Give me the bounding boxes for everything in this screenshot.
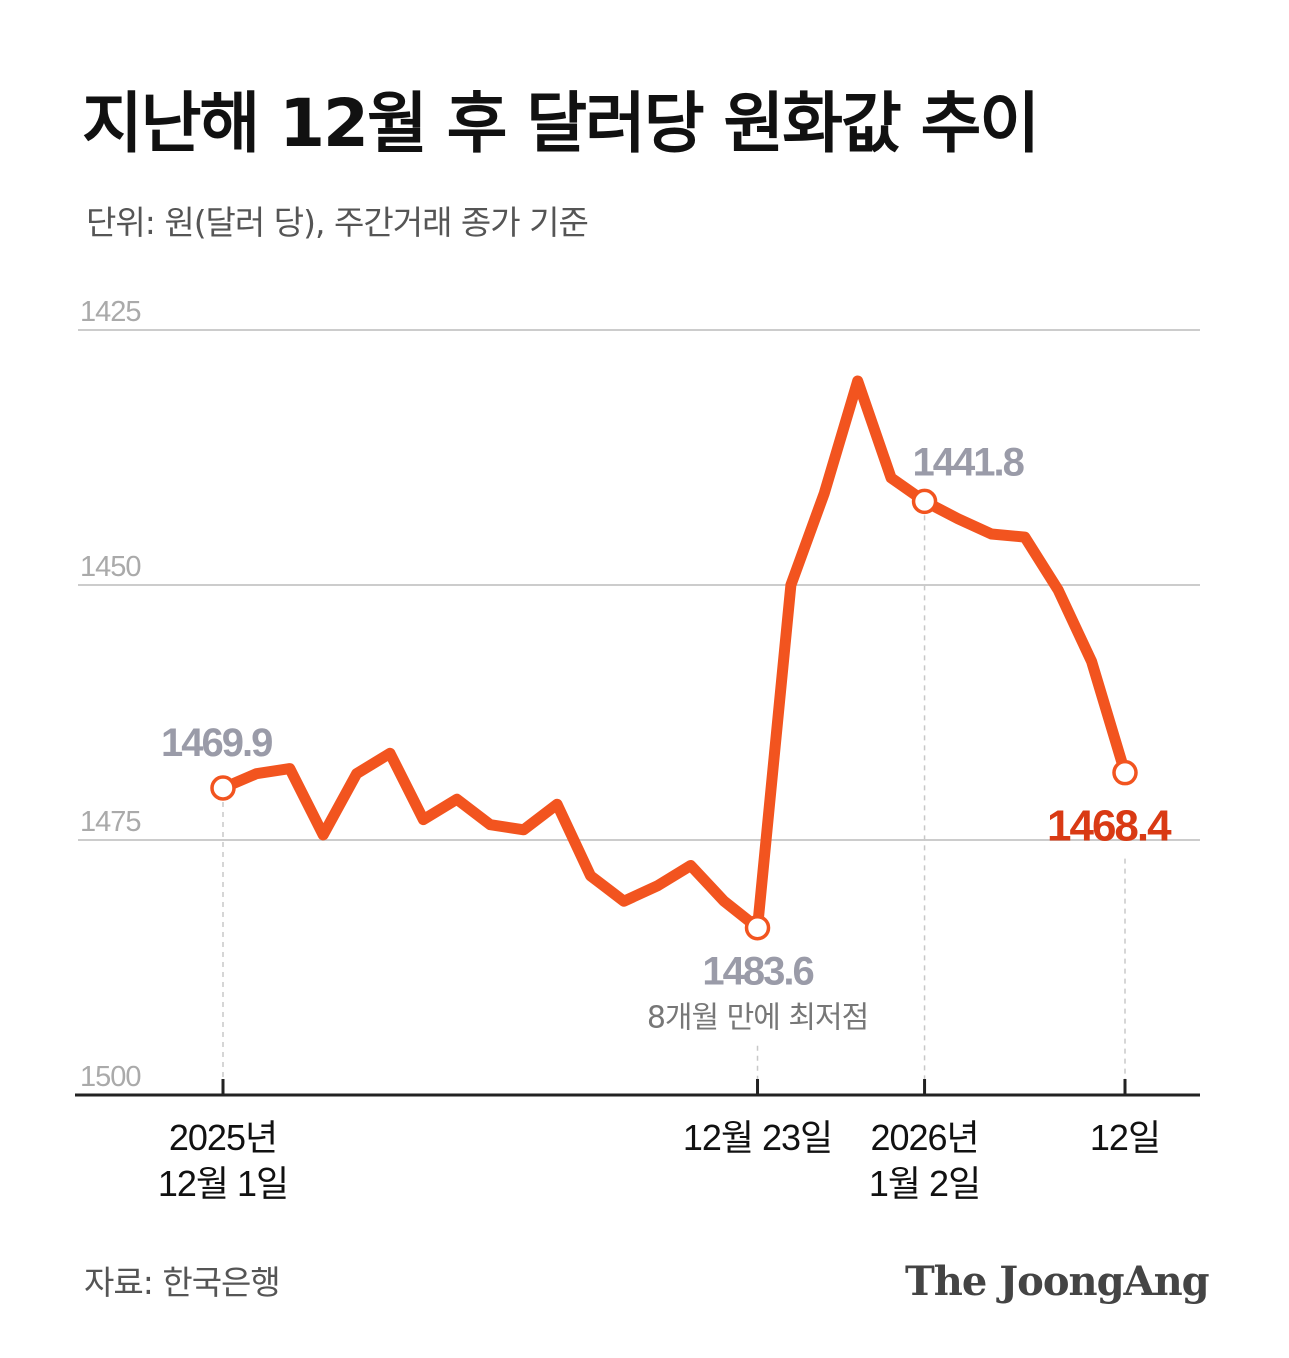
data-point bbox=[856, 379, 860, 383]
highlight-point-marker bbox=[210, 775, 236, 801]
x-tick-label: 1월 2일 bbox=[869, 1163, 980, 1204]
y-tick-label: 1425 bbox=[80, 296, 141, 328]
highlight-point-marker bbox=[1112, 759, 1138, 786]
chart-subtitle: 단위: 원(달러 당), 주간거래 종가 기준 bbox=[86, 203, 589, 242]
x-tick-label: 12월 23일 bbox=[683, 1117, 832, 1158]
data-point bbox=[355, 772, 359, 776]
data-label: 1469.9 bbox=[161, 721, 272, 765]
data-label: 1468.4 bbox=[1047, 802, 1172, 851]
data-point bbox=[455, 797, 459, 801]
brand-logo: The JoongAng bbox=[905, 1258, 1210, 1305]
x-tick-label: 2026년 bbox=[870, 1117, 978, 1158]
data-point bbox=[488, 823, 492, 827]
data-point bbox=[388, 751, 392, 755]
x-tick-label: 2025년 bbox=[169, 1117, 277, 1158]
data-point bbox=[1023, 535, 1027, 539]
x-tick-label: 12일 bbox=[1090, 1117, 1160, 1158]
data-point bbox=[421, 818, 425, 822]
data-point bbox=[588, 874, 592, 878]
y-tick-label: 1500 bbox=[80, 1061, 141, 1093]
x-tick-label: 12월 1일 bbox=[158, 1163, 288, 1204]
highlight-point-marker bbox=[744, 914, 771, 941]
chart-title: 지난해 12월 후 달러당 원화값 추이 bbox=[82, 85, 1040, 162]
data-point bbox=[1056, 588, 1060, 592]
data-point bbox=[522, 828, 526, 832]
y-tick-label: 1475 bbox=[80, 806, 141, 838]
data-point bbox=[989, 532, 993, 536]
data-point bbox=[288, 767, 292, 771]
highlight-point-marker bbox=[911, 488, 938, 515]
data-point bbox=[889, 476, 893, 480]
data-point bbox=[789, 583, 793, 587]
data-point bbox=[722, 899, 726, 903]
data-label: 1441.8 bbox=[913, 440, 1025, 484]
data-point bbox=[555, 802, 559, 806]
data-point bbox=[655, 884, 659, 888]
data-point bbox=[956, 517, 960, 521]
annotation-note: 8개월 만에 최저점 bbox=[647, 1001, 868, 1036]
data-label: 1483.6 bbox=[702, 950, 813, 994]
source-note: 자료: 한국은행 bbox=[84, 1263, 281, 1302]
data-point bbox=[321, 833, 325, 837]
data-point bbox=[689, 864, 693, 867]
data-point bbox=[622, 899, 626, 903]
y-tick-label: 1450 bbox=[80, 551, 141, 583]
data-point bbox=[1090, 660, 1094, 663]
data-point bbox=[822, 491, 826, 495]
series-line bbox=[217, 375, 1131, 934]
data-point bbox=[254, 772, 258, 776]
